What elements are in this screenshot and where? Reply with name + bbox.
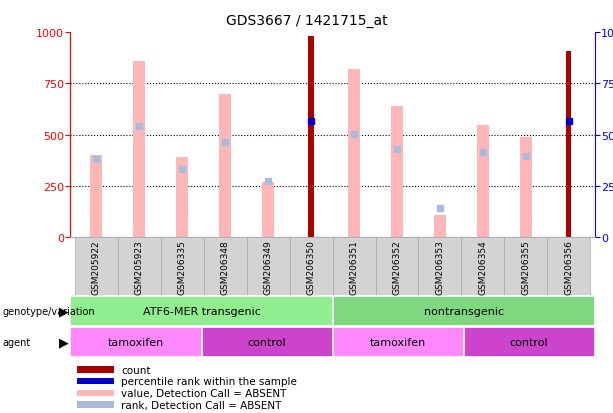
Bar <box>70 296 333 326</box>
Bar <box>77 366 115 373</box>
Bar <box>333 237 376 295</box>
Bar <box>204 237 246 295</box>
Bar <box>118 237 161 295</box>
Bar <box>70 327 202 357</box>
Bar <box>419 237 462 295</box>
Text: control: control <box>248 337 286 347</box>
Bar <box>520 137 532 237</box>
Bar <box>176 158 188 237</box>
Text: GSM206350: GSM206350 <box>306 240 316 294</box>
Text: GSM205923: GSM205923 <box>135 240 143 294</box>
Bar <box>333 327 463 357</box>
Text: GSM206349: GSM206349 <box>264 240 273 294</box>
Text: ▶: ▶ <box>59 335 69 349</box>
Text: genotype/variation: genotype/variation <box>2 306 95 316</box>
Text: ATF6-MER transgenic: ATF6-MER transgenic <box>143 306 261 316</box>
Bar <box>308 37 314 237</box>
Bar <box>77 401 115 408</box>
Text: percentile rank within the sample: percentile rank within the sample <box>121 376 297 386</box>
Bar <box>462 237 504 295</box>
Bar <box>463 327 595 357</box>
Text: GSM206355: GSM206355 <box>522 240 530 294</box>
Text: GSM206348: GSM206348 <box>221 240 230 294</box>
Text: tamoxifen: tamoxifen <box>108 337 164 347</box>
Bar <box>376 237 419 295</box>
Text: GSM206335: GSM206335 <box>178 240 187 294</box>
Text: ▶: ▶ <box>59 304 69 318</box>
Bar <box>202 327 333 357</box>
Bar <box>333 296 595 326</box>
Bar <box>133 62 145 237</box>
Bar <box>90 156 102 237</box>
Text: GSM206356: GSM206356 <box>565 240 573 294</box>
Bar <box>75 237 118 295</box>
Text: GSM206351: GSM206351 <box>349 240 359 294</box>
Text: GSM206354: GSM206354 <box>478 240 487 294</box>
Text: nontransgenic: nontransgenic <box>424 306 504 316</box>
Bar <box>348 70 360 237</box>
Bar <box>504 237 547 295</box>
Text: count: count <box>121 365 151 375</box>
Bar <box>289 237 333 295</box>
Text: GSM206352: GSM206352 <box>392 240 402 294</box>
Bar <box>477 126 489 237</box>
Text: GSM206353: GSM206353 <box>435 240 444 294</box>
Text: agent: agent <box>2 337 31 347</box>
Bar <box>77 378 115 385</box>
Text: tamoxifen: tamoxifen <box>370 337 426 347</box>
Bar <box>219 95 231 237</box>
Text: rank, Detection Call = ABSENT: rank, Detection Call = ABSENT <box>121 399 281 410</box>
Text: value, Detection Call = ABSENT: value, Detection Call = ABSENT <box>121 388 287 398</box>
Bar <box>391 107 403 237</box>
Text: GDS3667 / 1421715_at: GDS3667 / 1421715_at <box>226 14 387 28</box>
Text: control: control <box>510 337 549 347</box>
Bar <box>547 237 590 295</box>
Bar <box>161 237 204 295</box>
Text: GSM205922: GSM205922 <box>92 240 101 294</box>
Bar <box>262 182 274 237</box>
Bar <box>246 237 289 295</box>
Bar <box>566 52 571 237</box>
Bar <box>434 215 446 237</box>
Bar <box>77 390 115 396</box>
